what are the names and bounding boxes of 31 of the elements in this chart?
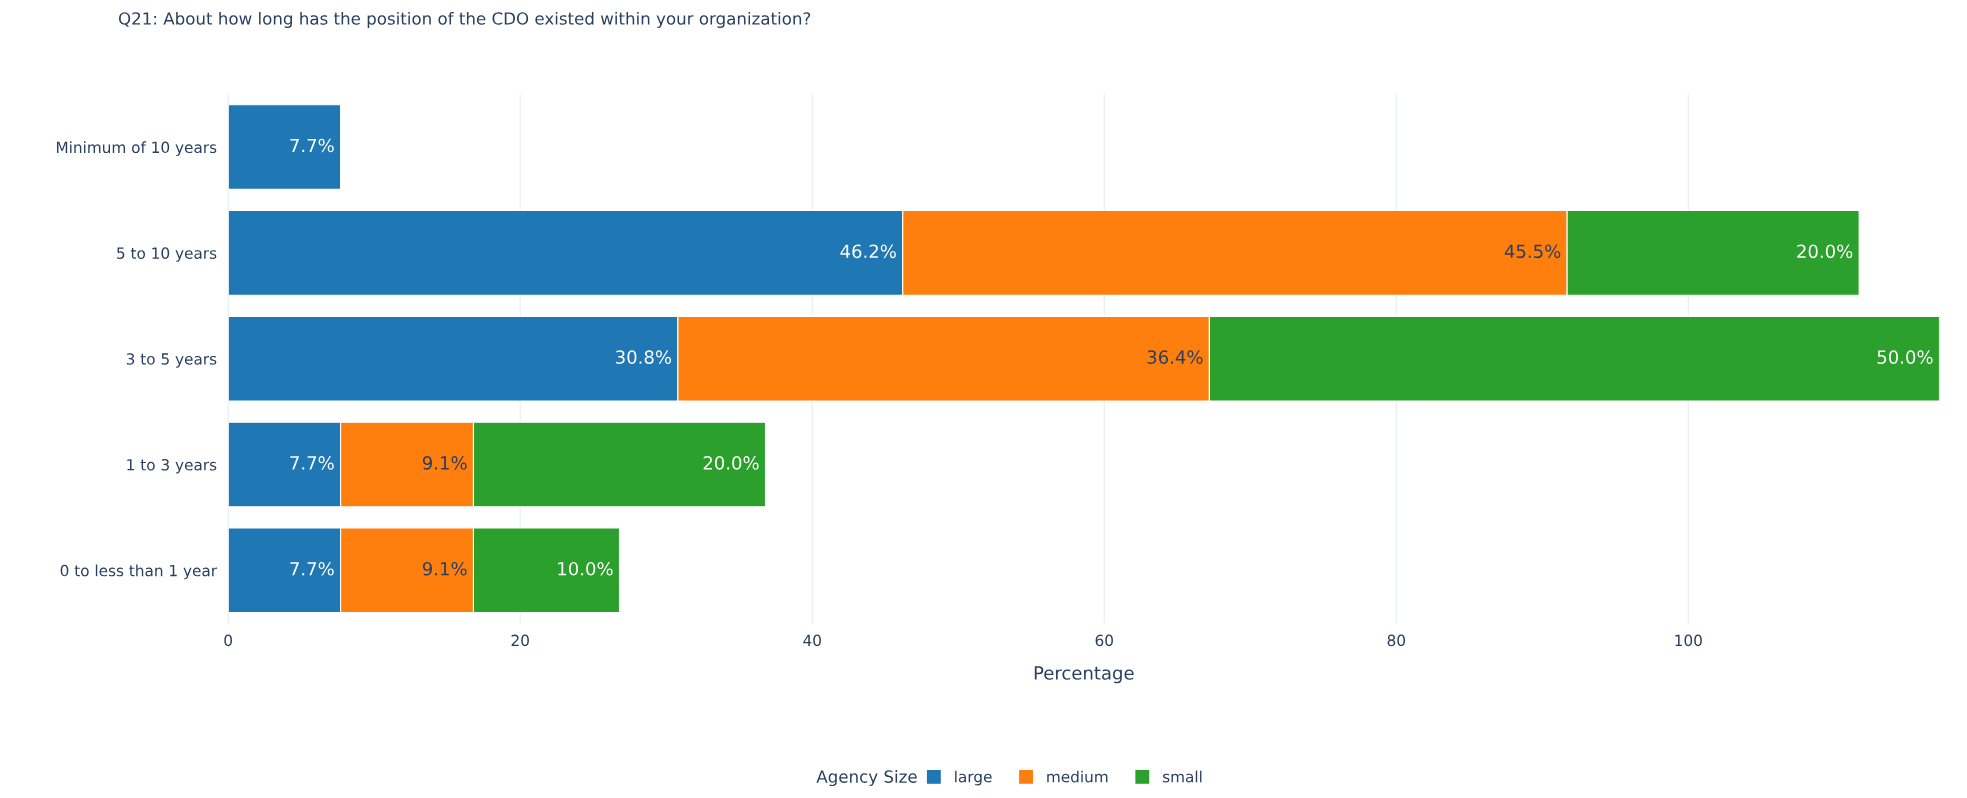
data-label: 9.1% [422, 456, 467, 470]
data-label: 7.7% [290, 561, 334, 576]
x-tick-label: 20 [511, 634, 529, 647]
x-tick-label: 0 [224, 634, 233, 647]
y-tick-label: 1 to 3 years [127, 458, 217, 474]
data-label: 20.0% [703, 456, 759, 470]
y-tick-label: 0 to less than 1 year [60, 564, 218, 580]
chart-title: Q21: About how long has the position of the CDO existed within your organization? [118, 11, 811, 29]
data-label: 10.0% [558, 561, 613, 576]
x-tick-label: 60 [1095, 634, 1113, 647]
bar [228, 104, 342, 190]
y-tick-label: 3 to 5 years [126, 353, 217, 368]
data-label: 20.0% [1797, 244, 1853, 259]
legend-label: large [955, 770, 992, 786]
legend-title: Agency Size [816, 769, 917, 787]
y-tick-label: 5 to 10 years [117, 247, 217, 262]
data-label: 7.7% [290, 456, 334, 470]
data-label: 50.0% [1877, 350, 1933, 364]
x-tick-label: 100 [1675, 634, 1702, 647]
x-tick-label: 80 [1387, 634, 1405, 647]
data-label: 46.2% [840, 244, 896, 259]
y-tick-label: Minimum of 10 years [56, 141, 217, 157]
data-label: 45.5% [1504, 244, 1561, 259]
legend-label: small [1162, 770, 1202, 783]
data-label: 30.8% [616, 350, 672, 364]
legend-label: medium [1047, 770, 1108, 783]
data-label: 7.7% [290, 138, 334, 153]
x-axis-title: Percentage [1034, 666, 1134, 684]
x-tick-label: 40 [803, 634, 821, 647]
data-label: 36.4% [1147, 350, 1203, 364]
data-label: 9.1% [422, 561, 467, 576]
